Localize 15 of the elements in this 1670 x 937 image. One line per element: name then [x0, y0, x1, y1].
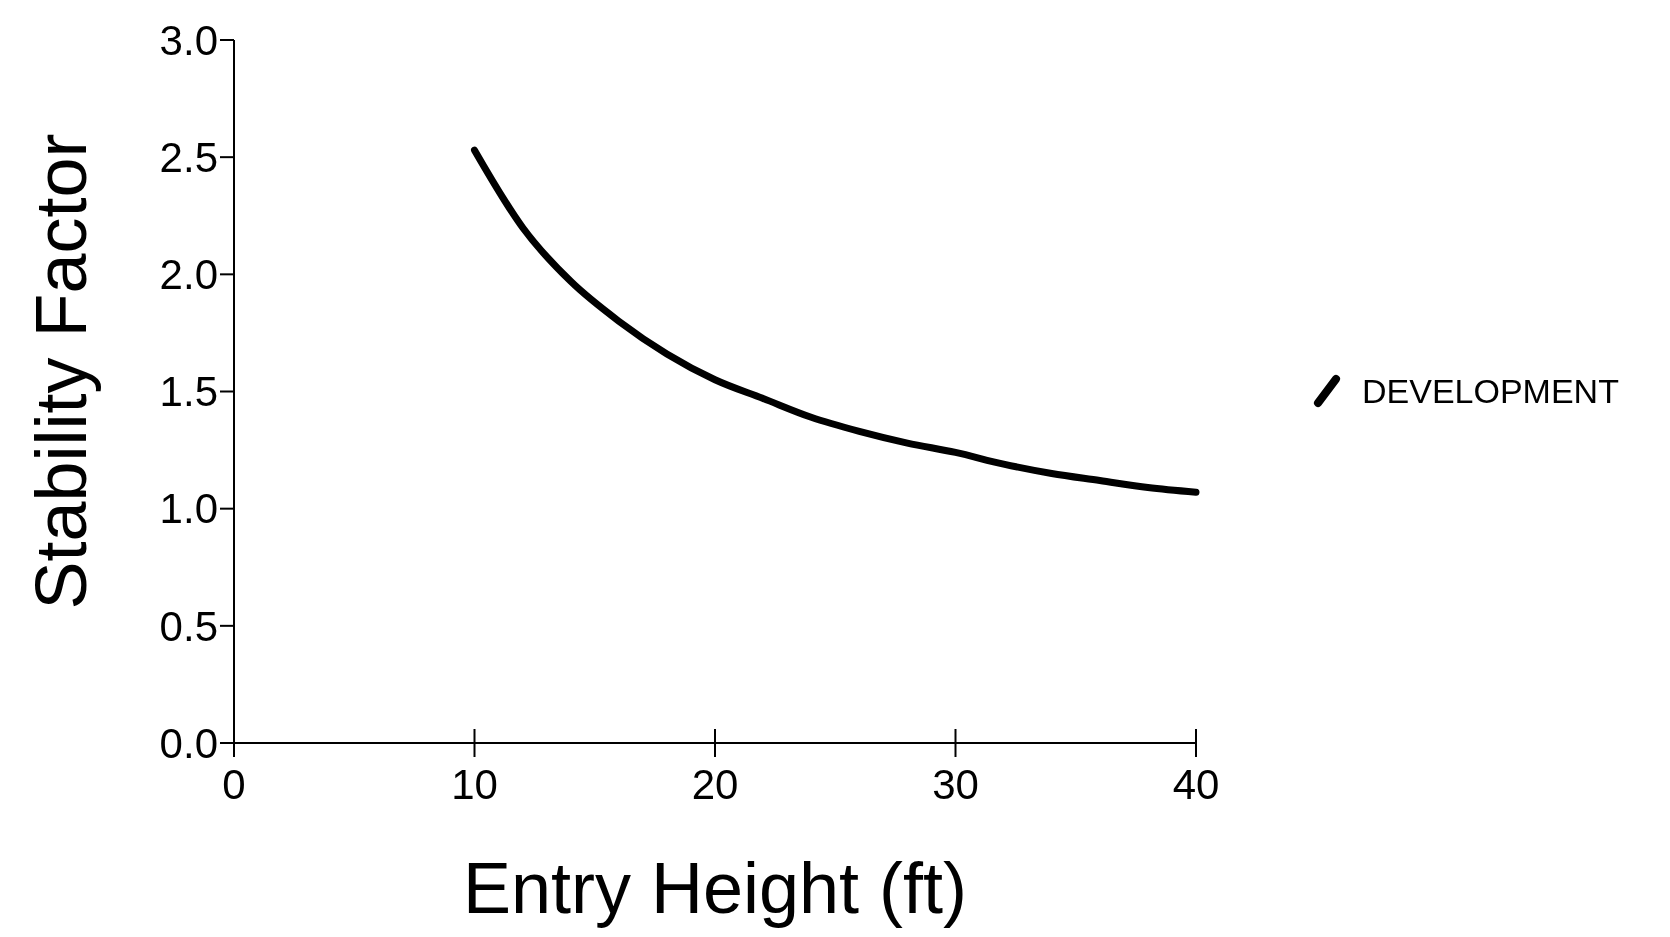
x-tick-label: 30 — [932, 761, 979, 808]
y-axis-title: Stability Factor — [21, 133, 101, 610]
x-axis-title: Entry Height (ft) — [462, 848, 968, 928]
x-tick-label: 20 — [691, 761, 739, 808]
y-tick-label: 3.0 — [159, 16, 218, 64]
y-tick-label: 0.0 — [159, 719, 218, 767]
x-tick-label: 0 — [222, 761, 246, 808]
y-tick-label: 2.5 — [159, 133, 218, 181]
x-tick-label: 40 — [1172, 761, 1220, 808]
y-tick-label: 1.5 — [159, 368, 218, 416]
legend-label: DEVELOPMENT — [1362, 371, 1619, 410]
x-tick-label: 10 — [451, 761, 498, 808]
y-tick-label: 2.0 — [159, 251, 218, 299]
y-tick-label: 0.5 — [159, 602, 218, 650]
y-tick-label: 1.0 — [159, 485, 218, 533]
